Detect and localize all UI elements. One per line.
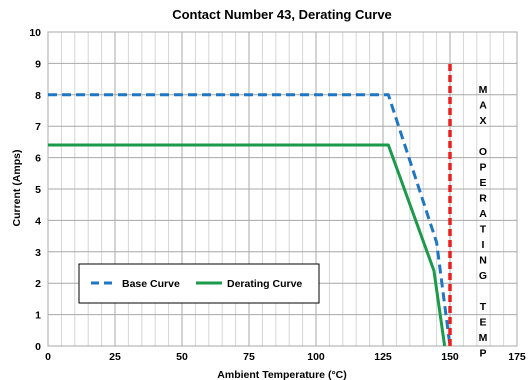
annotation-letter: M: [479, 84, 488, 96]
annotation-letter: I: [482, 239, 485, 251]
x-tick-label: 150: [441, 351, 459, 363]
annotation-letter: A: [479, 208, 487, 220]
y-tick-label: 4: [35, 215, 41, 227]
legend-label: Base Curve: [122, 278, 180, 290]
x-tick-label: 75: [243, 351, 255, 363]
annotation-letter: A: [479, 100, 487, 112]
annotation-letter: G: [479, 270, 487, 282]
x-tick-label: 125: [374, 351, 392, 363]
annotation-letter: O: [479, 146, 487, 158]
axis-ticks: 0 25 50 75 100 125 150 175 0 1 2 3 4 5 6 7 8 9 10: [29, 27, 526, 363]
annotation-letter: P: [479, 162, 486, 174]
annotation-letter: N: [479, 255, 487, 267]
legend: Base Curve Derating Curve: [78, 263, 320, 304]
x-axis-label: Ambient Temperature (°C): [217, 369, 346, 380]
plot-area: [48, 63, 452, 347]
annotation-letter: R: [479, 193, 487, 205]
y-axis-label: Current (Amps): [11, 149, 23, 226]
y-tick-label: 8: [35, 90, 41, 102]
annotation-letter: X: [479, 115, 486, 127]
annotation-letter: T: [480, 301, 487, 313]
y-tick-label: 9: [35, 58, 41, 70]
chart-title: Contact Number 43, Derating Curve: [172, 7, 392, 22]
x-tick-label: 0: [45, 351, 51, 363]
y-tick-label: 5: [35, 184, 41, 196]
x-tick-label: 25: [109, 351, 121, 363]
base-curve-line: [48, 93, 452, 347]
annotation-letter: T: [480, 224, 487, 236]
y-tick-label: 3: [35, 247, 41, 259]
annotation-letter: M: [479, 332, 488, 344]
derating-curve-line: [48, 143, 447, 347]
y-tick-label: 7: [35, 121, 41, 133]
x-tick-label: 100: [307, 351, 325, 363]
x-tick-label: 175: [508, 351, 526, 363]
annotation-letter: P: [479, 348, 486, 360]
y-tick-label: 0: [35, 341, 41, 353]
y-tick-label: 6: [35, 153, 41, 165]
y-tick-label: 1: [35, 310, 41, 322]
annotation-letter: E: [479, 317, 486, 329]
x-tick-label: 50: [176, 351, 188, 363]
y-tick-label: 2: [35, 278, 41, 290]
y-tick-label: 10: [29, 27, 41, 39]
legend-label: Derating Curve: [227, 278, 302, 290]
annotation-letter: E: [479, 177, 486, 189]
